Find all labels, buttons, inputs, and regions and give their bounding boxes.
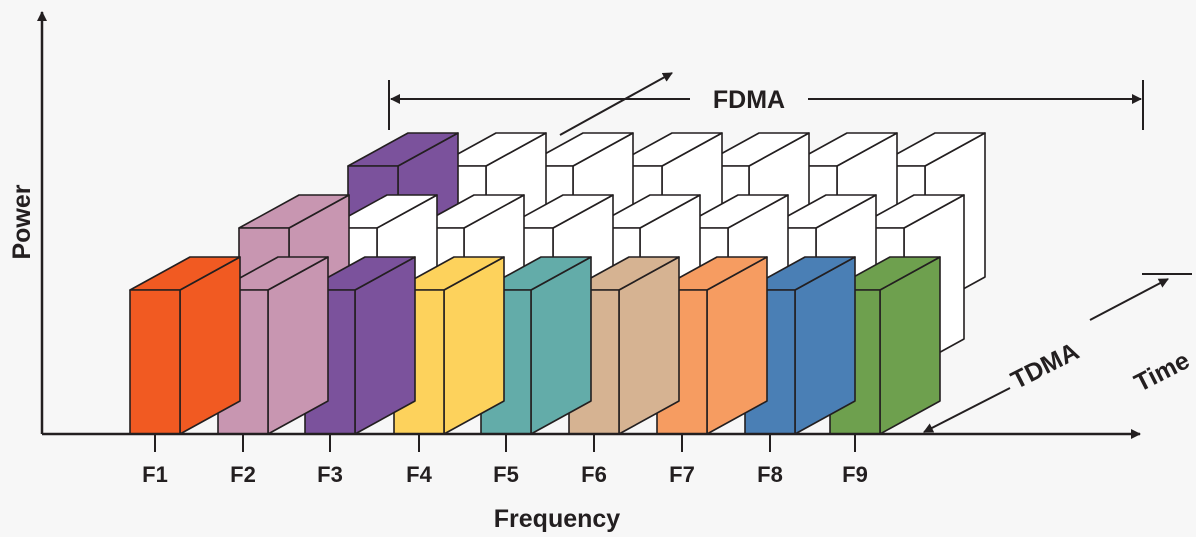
frequency-label-f1: F1 bbox=[142, 462, 168, 487]
tdma-arrow-up bbox=[1089, 278, 1169, 321]
blocks-layer bbox=[129, 132, 986, 435]
frequency-label-f7: F7 bbox=[669, 462, 695, 487]
time-label: Time bbox=[1130, 346, 1194, 397]
frequency-label-f6: F6 bbox=[581, 462, 607, 487]
frequency-label-f5: F5 bbox=[493, 462, 519, 487]
frequency-label-f4: F4 bbox=[406, 462, 432, 487]
frequency-axis-label: Frequency bbox=[494, 505, 621, 533]
frequency-label-f8: F8 bbox=[757, 462, 783, 487]
time-diagonal-arrow bbox=[559, 72, 673, 136]
tdma-arrow-down bbox=[923, 387, 1011, 433]
frequency-label-f2: F2 bbox=[230, 462, 256, 487]
frequency-label-f9: F9 bbox=[842, 462, 868, 487]
power-axis-label: Power bbox=[8, 184, 36, 259]
fdma-label: FDMA bbox=[713, 86, 785, 114]
frequency-tick-labels: F1 F2 F3 F4 F5 F6 F7 F8 F9 bbox=[142, 434, 868, 487]
block-f1-slot1-front-face bbox=[129, 289, 181, 435]
frequency-label-f3: F3 bbox=[317, 462, 343, 487]
tdma-label: TDMA bbox=[1006, 337, 1083, 395]
